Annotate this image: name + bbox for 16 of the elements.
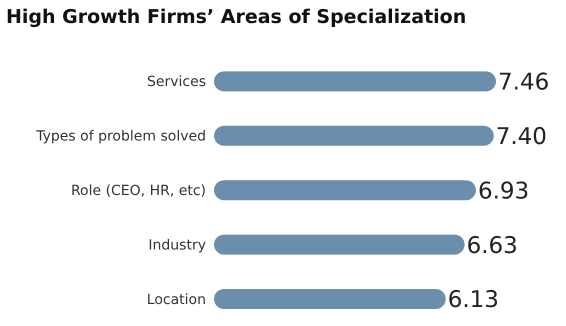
bar xyxy=(214,289,446,310)
y-tick-label: Location xyxy=(146,292,206,308)
y-tick-label: Role (CEO, HR, etc) xyxy=(70,182,206,199)
y-tick-label: Industry xyxy=(148,237,206,254)
bar xyxy=(214,180,476,200)
bar xyxy=(214,71,496,92)
chart-title: High Growth Firms’ Areas of Specialization xyxy=(6,6,468,30)
y-tick-label: Services xyxy=(146,74,206,90)
data-label: 6.13 xyxy=(448,287,499,314)
y-tick-label: Types of problem solved xyxy=(35,128,206,145)
bar xyxy=(214,234,465,255)
data-label: 7.46 xyxy=(498,70,550,96)
bar xyxy=(214,126,494,146)
data-label: 6.93 xyxy=(478,178,530,204)
data-label: 7.40 xyxy=(496,124,547,150)
data-label: 6.63 xyxy=(466,232,518,259)
